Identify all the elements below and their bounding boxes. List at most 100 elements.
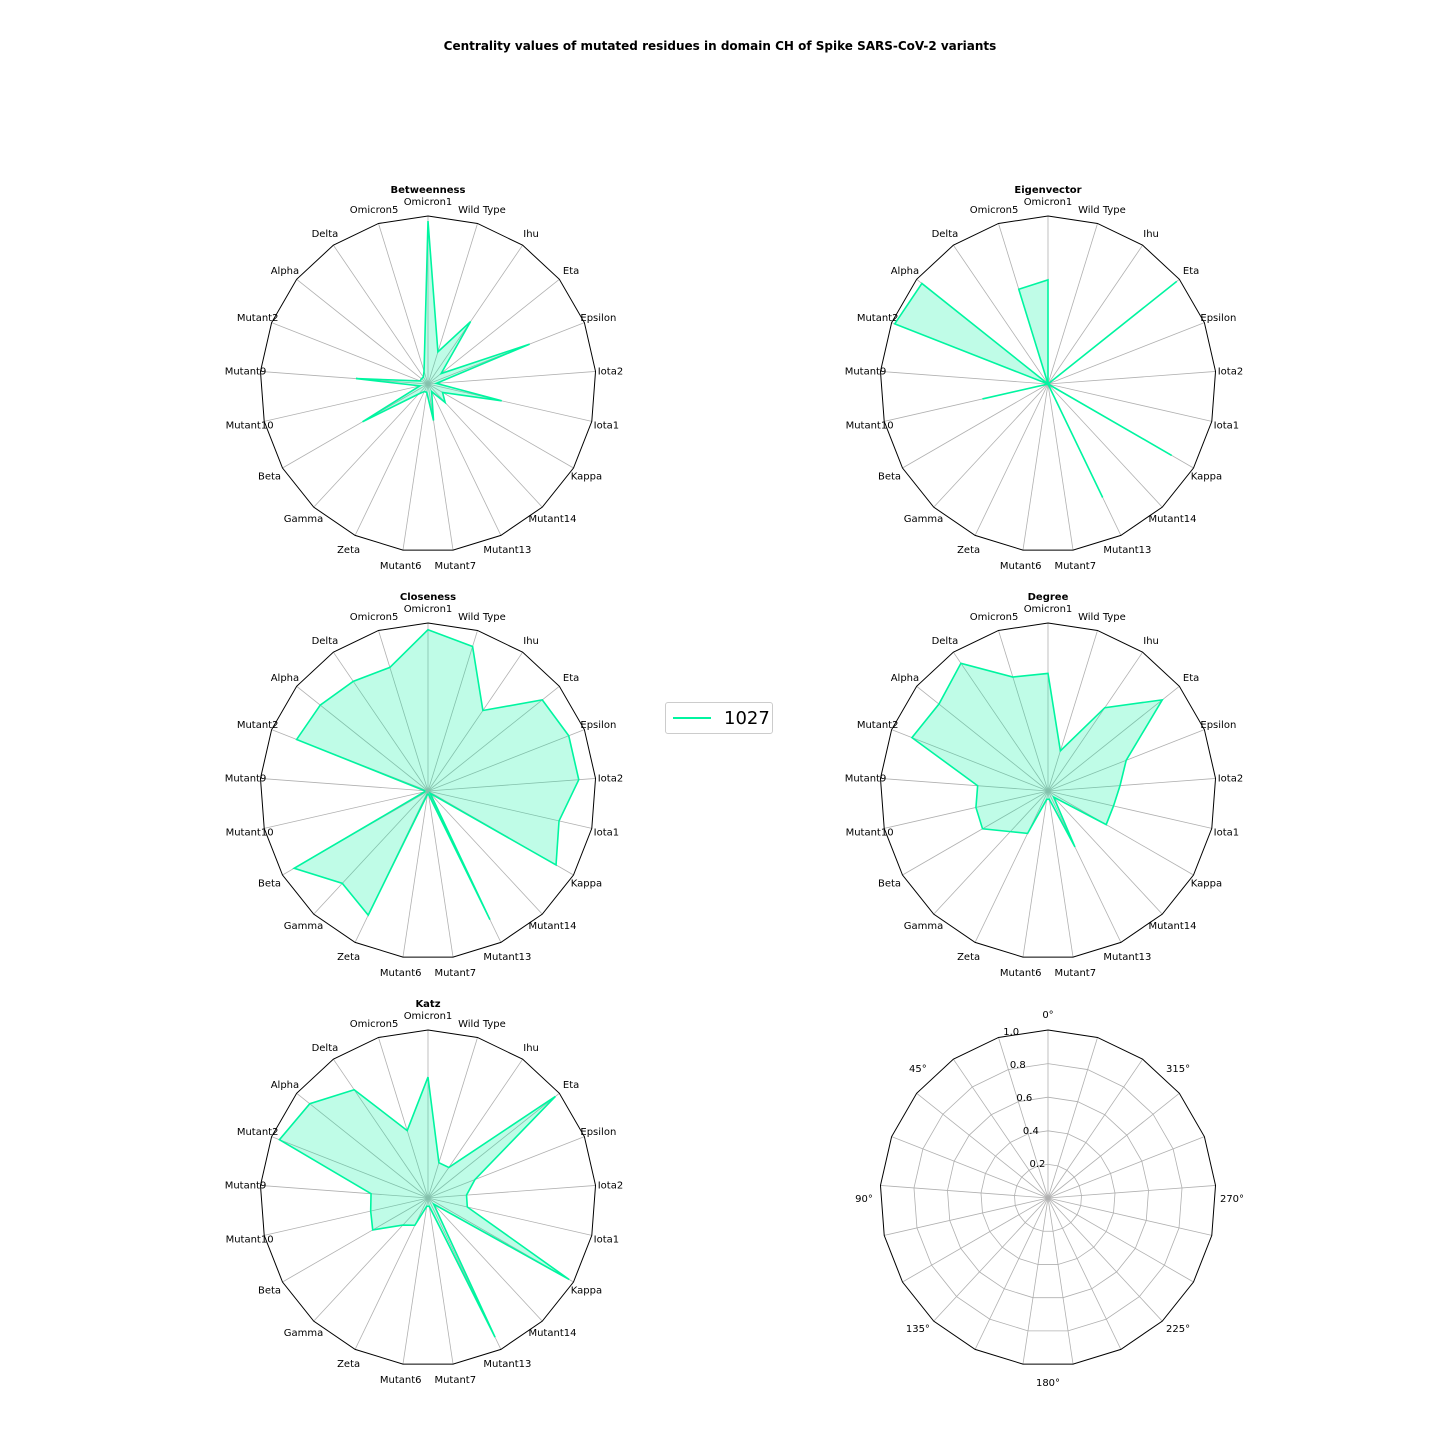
radar-spoke [1047,685,1180,792]
radar-spoke [427,1197,454,1365]
radar-spoke [953,244,1049,385]
category-label: Mutant6 [380,561,422,572]
category-label: Omicron5 [970,205,1019,216]
radar-spoke [998,1037,1049,1199]
category-label: Eta [563,1080,579,1091]
series-1027 [910,662,1164,848]
radar-spoke [953,651,1049,792]
category-label: Zeta [957,952,980,963]
radar-spoke [402,383,429,551]
radar-spoke [1047,223,1098,385]
category-label: Beta [258,472,281,483]
radar-spoke [1047,383,1074,551]
category-label: Mutant10 [846,828,894,839]
category-label: Delta [932,229,959,240]
category-label: Zeta [337,1359,360,1370]
radar-spoke [427,278,560,385]
category-label: Wild Type [1078,612,1126,623]
polar-gridline [980,1130,1116,1265]
category-label: Iota1 [1214,421,1239,432]
radar-spoke [953,1058,1049,1199]
category-label: Mutant7 [434,968,476,979]
radar-spoke [880,371,1049,385]
category-label: Eta [1183,673,1199,684]
category-label: Zeta [337,952,360,963]
radar-katz: Omicron1 Wild Type Ihu Eta Epsilon Iota2 Iota1… [225,999,624,1386]
category-label: Epsilon [580,1127,616,1138]
category-label: Omicron1 [1024,197,1073,208]
radar-spoke [378,223,429,385]
category-label: Gamma [904,514,944,525]
category-label: Mutant2 [857,720,899,731]
radar-spoke [1047,1092,1180,1199]
radar-spoke [1047,790,1194,876]
category-label: Epsilon [580,313,616,324]
radar-spoke [1047,1058,1143,1199]
radar-spoke [271,322,429,385]
category-label: Omicron1 [404,604,453,615]
category-label: Iota1 [594,1235,619,1246]
subplot-title: Eigenvector [1014,185,1081,196]
category-label: Omicron1 [404,1011,453,1022]
category-label: Ihu [1143,229,1159,240]
category-label: Iota2 [598,366,623,377]
category-label: Delta [312,636,339,647]
category-label: Wild Type [458,1019,506,1030]
radar-spoke [891,729,1049,792]
radar-spoke [1047,778,1216,792]
category-label: Mutant10 [226,1235,274,1246]
category-label: Omicron5 [350,1019,399,1030]
category-label: Gamma [284,514,324,525]
radar-spoke [427,729,585,792]
radar-spoke [1047,790,1212,829]
category-label: Delta [312,1043,339,1054]
category-label: Wild Type [1078,205,1126,216]
radar-spoke [282,383,429,469]
category-label: Mutant2 [857,313,899,324]
category-label: Delta [312,229,339,240]
radar-spoke [1047,790,1163,915]
radar-spoke [1047,322,1205,385]
category-label: Mutant6 [380,1375,422,1386]
subplot-title: Katz [415,999,440,1010]
category-label: Mutant13 [1103,545,1151,556]
category-label: Mutant10 [846,421,894,432]
category-label: Delta [932,636,959,647]
radar-spoke [427,1037,478,1199]
category-label: Mutant9 [225,773,267,784]
category-label: Mutant6 [380,968,422,979]
radar-spoke [427,244,523,385]
r-tick-label: 0.4 [1023,1126,1039,1137]
radar-spoke [1047,1197,1122,1350]
radar-spoke [427,1058,523,1199]
series-1027 [292,628,580,921]
category-label: Gamma [284,921,324,932]
category-label: Omicron5 [350,205,399,216]
category-label: Eta [563,266,579,277]
category-label: Mutant10 [226,828,274,839]
category-label: Omicron5 [350,612,399,623]
radar-spoke [313,383,429,508]
radar-spoke [1047,371,1216,385]
radar-spoke [427,1197,592,1236]
category-label: Ihu [1143,636,1159,647]
radar-spoke [354,383,429,536]
subplot-title: Degree [1028,592,1069,603]
radar-spoke [1047,1197,1194,1283]
radar-spoke [1022,1197,1049,1365]
category-label: Alpha [891,673,919,684]
radar-spoke [427,371,596,385]
category-label: Ihu [523,636,539,647]
category-label: Omicron5 [970,612,1019,623]
radar-spoke [427,383,543,508]
category-label: Alpha [891,266,919,277]
category-label: Epsilon [1200,720,1236,731]
theta-label: 180° [1036,1378,1060,1389]
radar-spoke [933,1197,1049,1322]
radar-spoke [333,244,429,385]
radar-spoke [1047,1136,1205,1199]
theta-label: 225° [1166,1324,1190,1335]
empty-polar-axes: 0.2 0.4 0.6 0.8 1.0 0° 315° 270° 225° 180° 135° 90°… [855,1010,1244,1389]
category-label: Beta [258,1286,281,1297]
r-tick-label: 0.2 [1029,1159,1045,1170]
